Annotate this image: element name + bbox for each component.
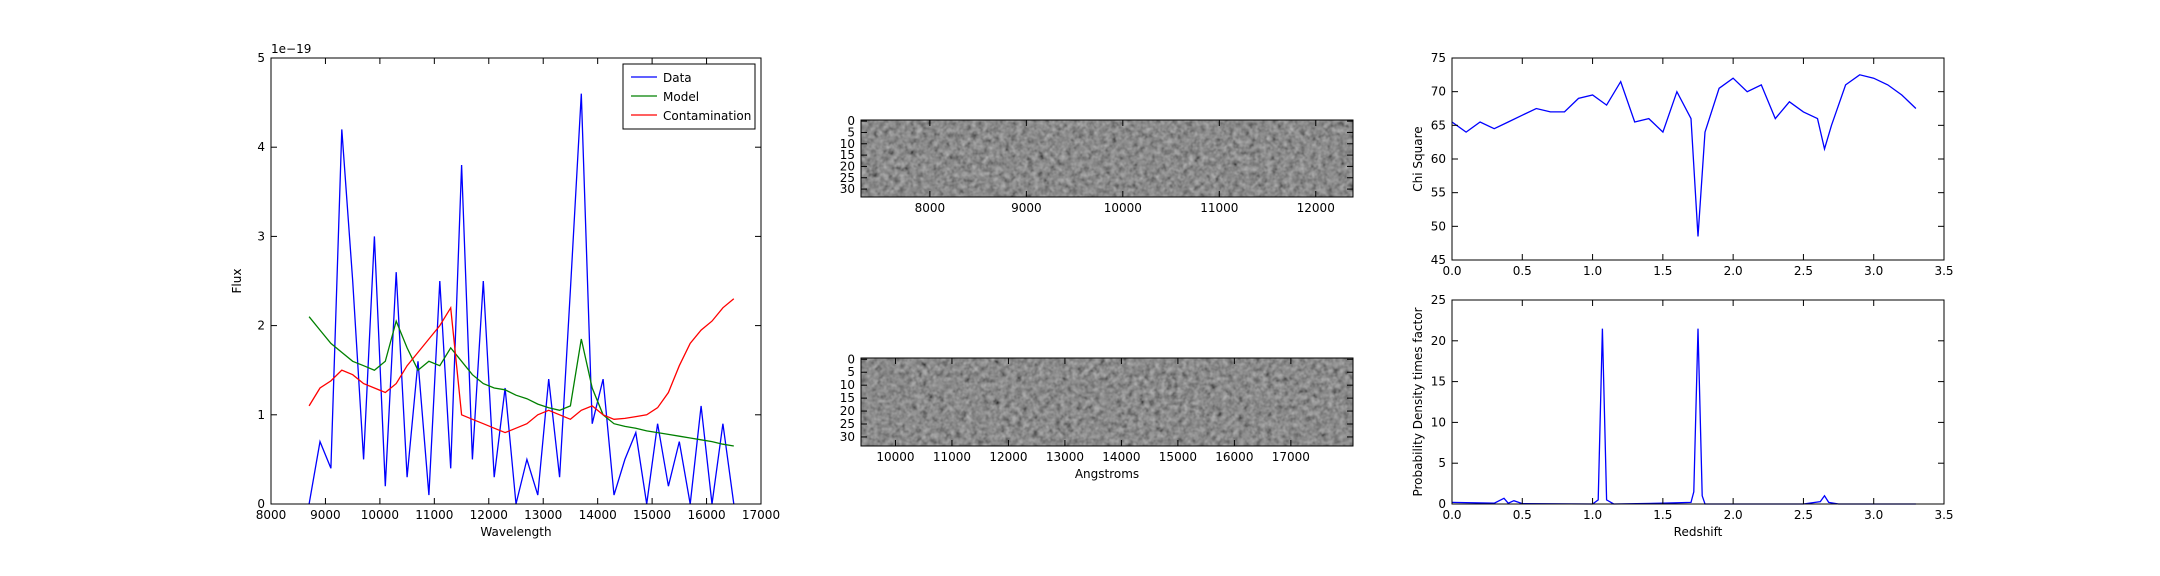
x-tick-label: 1.5 [1653, 508, 1672, 522]
x-tick-label: 9000 [310, 508, 341, 522]
y-tick-label: 65 [1431, 118, 1446, 132]
y-tick-label: 30 [840, 182, 855, 196]
series-line [308, 93, 735, 505]
x-tick-label: 0.5 [1513, 264, 1532, 278]
x-tick-label: 3.0 [1864, 508, 1883, 522]
y-tick-label: 5 [1438, 456, 1446, 470]
x-tick-label: 0.5 [1513, 508, 1532, 522]
y-tick-label: 0 [1438, 497, 1446, 511]
y-tick-label: 50 [1431, 219, 1446, 233]
y-tick-label: 15 [840, 391, 855, 405]
x-tick-label: 10000 [1104, 201, 1142, 215]
y-tick-label: 60 [1431, 152, 1446, 166]
y-tick-label: 20 [840, 404, 855, 418]
x-tick-label: 2.5 [1794, 508, 1813, 522]
y-axis-label: Flux [230, 269, 244, 294]
x-tick-label: 1.0 [1583, 508, 1602, 522]
y-tick-label: 10 [1431, 415, 1446, 429]
y-tick-label: 20 [840, 159, 855, 173]
axes-frame [1451, 299, 1945, 505]
x-tick-label: 16000 [687, 508, 725, 522]
x-tick-label: 8000 [256, 508, 287, 522]
series-line [308, 316, 734, 447]
y-tick-label: 20 [1431, 334, 1446, 348]
y-tick-label: 5 [847, 125, 855, 139]
y-tick-label: 5 [847, 365, 855, 379]
x-tick-label: 2.0 [1724, 264, 1743, 278]
offset-label: 1e−19 [271, 42, 311, 56]
y-tick-label: 0 [847, 352, 855, 366]
y-tick-label: 3 [257, 229, 265, 243]
x-tick-label: 10000 [361, 508, 399, 522]
x-tick-label: 11000 [415, 508, 453, 522]
x-tick-label: 17000 [1272, 450, 1310, 464]
x-tick-label: 15000 [633, 508, 671, 522]
axes-frame [860, 119, 1354, 198]
x-axis-label: Redshift [1674, 525, 1723, 539]
x-tick-label: 3.5 [1934, 264, 1953, 278]
axes-frame [270, 57, 762, 505]
y-tick-label: 70 [1431, 85, 1446, 99]
y-tick-label: 45 [1431, 253, 1446, 267]
x-tick-label: 12000 [989, 450, 1027, 464]
x-tick-label: 2.0 [1724, 508, 1743, 522]
y-tick-label: 1 [257, 408, 265, 422]
x-tick-label: 12000 [1297, 201, 1335, 215]
x-tick-label: 14000 [579, 508, 617, 522]
x-tick-label: 14000 [1102, 450, 1140, 464]
x-tick-label: 0.0 [1442, 508, 1461, 522]
x-tick-label: 12000 [470, 508, 508, 522]
x-tick-label: 13000 [1046, 450, 1084, 464]
y-tick-label: 5 [257, 51, 265, 65]
x-tick-label: 9000 [1011, 201, 1042, 215]
x-axis-label: Angstroms [1075, 467, 1139, 481]
x-tick-label: 0.0 [1442, 264, 1461, 278]
y-tick-label: 0 [847, 114, 855, 128]
x-tick-label: 8000 [915, 201, 946, 215]
legend-label: Data [663, 71, 692, 85]
x-tick-label: 16000 [1215, 450, 1253, 464]
series-line [308, 298, 735, 434]
x-tick-label: 11000 [933, 450, 971, 464]
y-tick-label: 75 [1431, 51, 1446, 65]
x-tick-label: 1.0 [1583, 264, 1602, 278]
y-tick-label: 0 [257, 497, 265, 511]
x-tick-label: 13000 [524, 508, 562, 522]
series-line [1451, 74, 1917, 237]
y-tick-label: 2 [257, 319, 265, 333]
legend-label: Contamination [663, 109, 751, 123]
x-tick-label: 3.0 [1864, 264, 1883, 278]
y-axis-label: Chi Square [1411, 126, 1425, 191]
y-axis-label: Probability Density times factor [1411, 307, 1425, 496]
y-tick-label: 25 [840, 417, 855, 431]
y-tick-label: 25 [1431, 293, 1446, 307]
series-line [1451, 328, 1916, 505]
axes-frame [860, 357, 1354, 447]
y-tick-label: 15 [1431, 375, 1446, 389]
y-tick-label: 10 [840, 137, 855, 151]
y-tick-label: 15 [840, 148, 855, 162]
y-tick-label: 55 [1431, 186, 1446, 200]
x-axis-label: Wavelength [480, 525, 551, 539]
image-noise [861, 120, 1353, 197]
image-noise [861, 358, 1353, 446]
x-tick-label: 10000 [876, 450, 914, 464]
y-tick-label: 25 [840, 171, 855, 185]
x-tick-label: 2.5 [1794, 264, 1813, 278]
legend-label: Model [663, 90, 699, 104]
y-tick-label: 4 [257, 140, 265, 154]
y-tick-label: 10 [840, 378, 855, 392]
x-tick-label: 3.5 [1934, 508, 1953, 522]
x-tick-label: 11000 [1200, 201, 1238, 215]
x-tick-label: 15000 [1159, 450, 1197, 464]
x-tick-label: 17000 [742, 508, 780, 522]
x-tick-label: 1.5 [1653, 264, 1672, 278]
y-tick-label: 30 [840, 430, 855, 444]
